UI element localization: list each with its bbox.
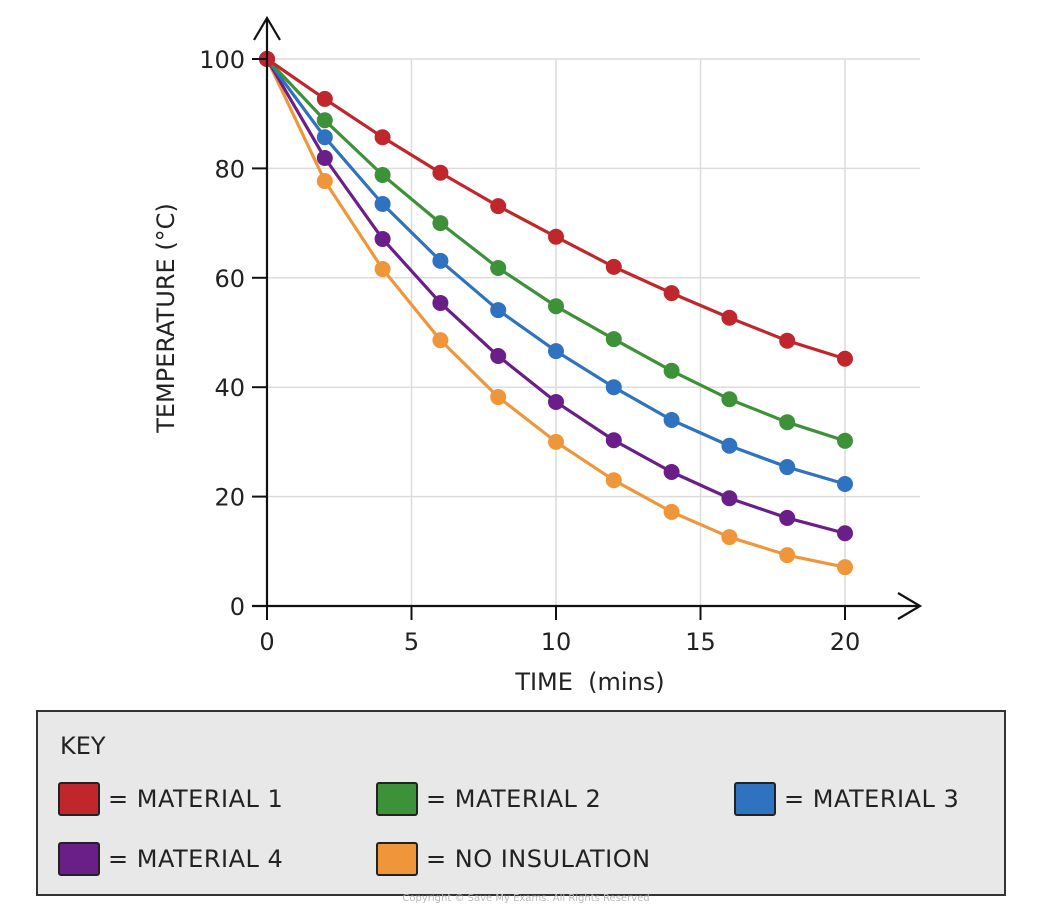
data-point-no-insulation bbox=[721, 529, 738, 546]
y-tick-label: 20 bbox=[214, 484, 245, 512]
data-point-no-insulation bbox=[605, 472, 622, 489]
copyright-notice: Copyright © Save My Exams. All Rights Re… bbox=[402, 893, 650, 904]
data-point-material-1 bbox=[432, 164, 449, 181]
data-point-no-insulation bbox=[779, 547, 796, 564]
data-point-material-4 bbox=[779, 509, 796, 526]
y-tick-label: 60 bbox=[214, 265, 245, 293]
data-point-material-2 bbox=[721, 391, 738, 408]
data-point-material-2 bbox=[432, 215, 449, 232]
ticks: 0 5 10 15 20 0 20 40 60 80 100 bbox=[199, 46, 860, 656]
data-point-material-2 bbox=[374, 166, 391, 183]
data-point-material-4 bbox=[721, 490, 738, 507]
data-point-no-insulation bbox=[316, 172, 333, 189]
axes bbox=[252, 15, 923, 620]
data-point-material-1 bbox=[316, 90, 333, 107]
data-point-material-3 bbox=[316, 129, 333, 146]
y-tick-label: 100 bbox=[199, 46, 245, 74]
legend-swatch-material-4 bbox=[58, 842, 100, 876]
y-tick-label: 0 bbox=[230, 593, 245, 621]
legend-item-material-1: = MATERIAL 1 bbox=[58, 782, 283, 816]
data-point-material-3 bbox=[490, 302, 507, 319]
legend-label-material-4: = MATERIAL 4 bbox=[108, 845, 284, 873]
legend-label-material-3: = MATERIAL 3 bbox=[784, 785, 960, 813]
x-tick-label: 0 bbox=[259, 628, 274, 656]
legend-title: KEY bbox=[60, 732, 106, 760]
data-point-material-1 bbox=[837, 350, 853, 367]
legend-item-material-3: = MATERIAL 3 bbox=[734, 782, 959, 816]
x-tick-label: 20 bbox=[830, 628, 861, 656]
data-point-material-4 bbox=[374, 230, 391, 247]
legend-swatch-material-3 bbox=[734, 782, 776, 816]
y-axis-title: TEMPERATURE (°C) bbox=[152, 203, 180, 434]
data-point-material-4 bbox=[432, 294, 449, 311]
legend-item-material-2: = MATERIAL 2 bbox=[376, 782, 601, 816]
data-point-material-1 bbox=[779, 332, 796, 349]
data-point-material-4 bbox=[663, 463, 680, 480]
data-point-material-3 bbox=[548, 343, 564, 360]
legend-item-no-insulation: = NO INSULATION bbox=[376, 842, 651, 876]
legend-swatch-material-2 bbox=[376, 782, 418, 816]
data-point-material-4 bbox=[490, 348, 507, 365]
legend-label-material-2: = MATERIAL 2 bbox=[426, 785, 602, 813]
data-point-no-insulation bbox=[837, 559, 853, 576]
legend-swatch-no-insulation bbox=[376, 842, 418, 876]
cooling-curve-chart: 0 5 10 15 20 0 20 40 60 80 100 TIME (mins) TEMPERA… bbox=[152, 15, 923, 696]
data-point-material-1 bbox=[548, 228, 564, 245]
data-point-material-3 bbox=[374, 195, 391, 212]
y-axis-arrow-icon bbox=[253, 15, 281, 41]
data-point-no-insulation bbox=[490, 389, 507, 406]
x-tick-label: 10 bbox=[541, 628, 572, 656]
data-point-no-insulation bbox=[432, 332, 449, 349]
data-point-material-1 bbox=[721, 309, 738, 326]
data-point-material-3 bbox=[605, 379, 622, 396]
series-layer bbox=[259, 51, 853, 576]
data-point-material-2 bbox=[605, 331, 622, 348]
data-point-material-4 bbox=[605, 432, 622, 449]
legend-key: KEY = MATERIAL 1 = MATERIAL 2 = MATERIAL… bbox=[36, 710, 1006, 896]
data-point-no-insulation bbox=[548, 433, 564, 450]
data-point-material-2 bbox=[316, 112, 333, 129]
y-tick-label: 40 bbox=[214, 374, 245, 402]
data-point-material-3 bbox=[432, 252, 449, 269]
data-point-material-2 bbox=[663, 362, 680, 379]
data-point-material-1 bbox=[663, 285, 680, 302]
legend-swatch-material-1 bbox=[58, 782, 100, 816]
data-point-material-2 bbox=[548, 298, 564, 315]
legend-label-material-1: = MATERIAL 1 bbox=[108, 785, 284, 813]
x-axis-title: TIME (mins) bbox=[514, 668, 664, 696]
data-point-material-3 bbox=[663, 412, 680, 429]
legend-item-material-4: = MATERIAL 4 bbox=[58, 842, 283, 876]
data-point-material-2 bbox=[490, 259, 507, 276]
y-tick-label: 80 bbox=[214, 155, 245, 183]
data-point-material-2 bbox=[779, 414, 796, 431]
grid bbox=[267, 58, 920, 606]
legend-label-no-insulation: = NO INSULATION bbox=[426, 845, 651, 873]
data-point-no-insulation bbox=[663, 503, 680, 520]
data-point-material-1 bbox=[605, 258, 622, 275]
data-point-no-insulation bbox=[374, 261, 391, 278]
data-point-material-4 bbox=[837, 525, 853, 542]
data-point-material-4 bbox=[316, 150, 333, 167]
x-tick-label: 15 bbox=[685, 628, 716, 656]
x-axis-arrow-icon bbox=[897, 592, 923, 620]
data-point-material-3 bbox=[779, 459, 796, 476]
data-point-material-3 bbox=[721, 437, 738, 454]
data-point-material-2 bbox=[837, 432, 853, 449]
data-point-material-4 bbox=[548, 393, 564, 410]
data-point-material-1 bbox=[374, 129, 391, 146]
x-tick-label: 5 bbox=[404, 628, 419, 656]
data-point-material-1 bbox=[490, 198, 507, 215]
data-point-material-3 bbox=[837, 476, 853, 493]
